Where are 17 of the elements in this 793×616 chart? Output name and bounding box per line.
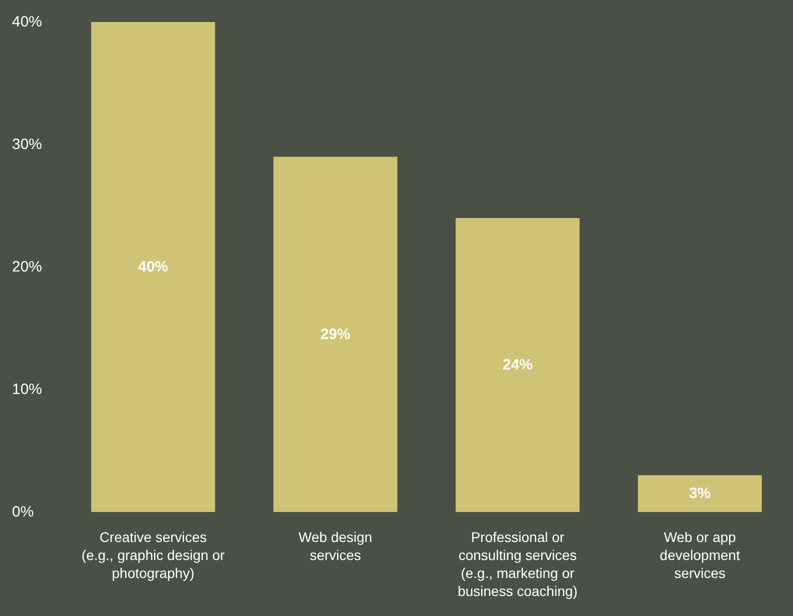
y-tick-label: 10% xyxy=(12,381,42,398)
bar xyxy=(273,156,398,512)
x-tick-label: Web or app development services xyxy=(660,529,740,581)
bar xyxy=(456,218,580,512)
x-tick-label: Creative services (e.g., graphic design or photography) xyxy=(82,529,226,581)
bar xyxy=(638,475,762,512)
y-tick-label: 20% xyxy=(12,258,42,276)
x-tick-label: Professional or consulting services (e.g., marketing or business coaching) xyxy=(458,529,578,599)
x-tick-label: Web design services xyxy=(298,529,372,563)
data-label: 24% xyxy=(502,356,533,374)
y-tick-label: 0% xyxy=(12,504,34,520)
data-label: 3% xyxy=(689,485,711,502)
y-tick-label: 40% xyxy=(12,14,42,30)
data-label: 29% xyxy=(320,326,350,343)
data-label: 40% xyxy=(138,258,168,276)
y-tick-label: 30% xyxy=(12,136,42,153)
bar xyxy=(91,22,216,512)
